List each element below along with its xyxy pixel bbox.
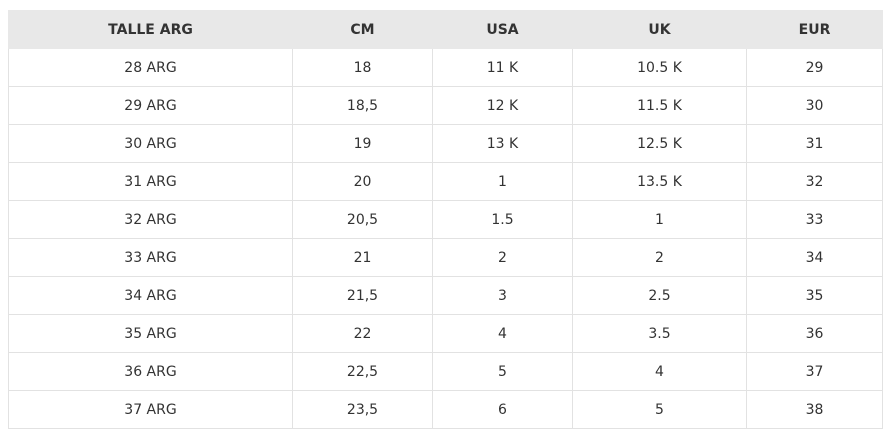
size-table: TALLE ARG CM USA UK EUR 28 ARG 18 11 K 10.5 K 29… xyxy=(8,10,883,429)
table-cell: 22 xyxy=(292,314,433,353)
table-row: 29 ARG 18,5 12 K 11.5 K 30 xyxy=(8,86,883,125)
table-cell: 2 xyxy=(572,238,747,277)
table-cell: 18,5 xyxy=(292,86,433,125)
table-cell: 1.5 xyxy=(432,200,573,239)
table-row: 32 ARG 20,5 1.5 1 33 xyxy=(8,200,883,239)
table-cell: 4 xyxy=(432,314,573,353)
table-cell: 13 K xyxy=(432,124,573,163)
table-cell: 2 xyxy=(432,238,573,277)
table-cell: 18 xyxy=(292,48,433,87)
table-cell: 32 ARG xyxy=(8,200,293,239)
table-cell: 36 xyxy=(746,314,883,353)
table-cell: 31 xyxy=(746,124,883,163)
table-row: 35 ARG 22 4 3.5 36 xyxy=(8,314,883,353)
table-row: 28 ARG 18 11 K 10.5 K 29 xyxy=(8,48,883,87)
table-cell: 35 ARG xyxy=(8,314,293,353)
table-cell: 23,5 xyxy=(292,390,433,429)
table-cell: 4 xyxy=(572,352,747,391)
table-row: 36 ARG 22,5 5 4 37 xyxy=(8,352,883,391)
table-cell: 38 xyxy=(746,390,883,429)
table-cell: 5 xyxy=(572,390,747,429)
table-cell: 3 xyxy=(432,276,573,315)
table-cell: 33 ARG xyxy=(8,238,293,277)
table-row: 34 ARG 21,5 3 2.5 35 xyxy=(8,276,883,315)
table-cell: 30 xyxy=(746,86,883,125)
table-body: 28 ARG 18 11 K 10.5 K 29 29 ARG 18,5 12 K 11.5 K… xyxy=(8,48,883,429)
table-cell: 6 xyxy=(432,390,573,429)
table-cell: 28 ARG xyxy=(8,48,293,87)
table-cell: 36 ARG xyxy=(8,352,293,391)
header-row: TALLE ARG CM USA UK EUR xyxy=(8,10,883,49)
table-cell: 3.5 xyxy=(572,314,747,353)
header-cell: CM xyxy=(292,10,433,49)
table-cell: 22,5 xyxy=(292,352,433,391)
table-cell: 29 ARG xyxy=(8,86,293,125)
table-header: TALLE ARG CM USA UK EUR xyxy=(8,10,883,49)
table-cell: 33 xyxy=(746,200,883,239)
table-cell: 35 xyxy=(746,276,883,315)
table-row: 30 ARG 19 13 K 12.5 K 31 xyxy=(8,124,883,163)
table-row: 37 ARG 23,5 6 5 38 xyxy=(8,390,883,429)
table-cell: 11.5 K xyxy=(572,86,747,125)
header-cell: TALLE ARG xyxy=(8,10,293,49)
table-cell: 2.5 xyxy=(572,276,747,315)
table-cell: 12 K xyxy=(432,86,573,125)
table-cell: 30 ARG xyxy=(8,124,293,163)
table-cell: 11 K xyxy=(432,48,573,87)
table-cell: 21 xyxy=(292,238,433,277)
table-cell: 20,5 xyxy=(292,200,433,239)
table-row: 31 ARG 20 1 13.5 K 32 xyxy=(8,162,883,201)
table-cell: 34 ARG xyxy=(8,276,293,315)
table-cell: 32 xyxy=(746,162,883,201)
table-cell: 37 ARG xyxy=(8,390,293,429)
table-cell: 21,5 xyxy=(292,276,433,315)
table-cell: 37 xyxy=(746,352,883,391)
header-cell: UK xyxy=(572,10,747,49)
header-cell: USA xyxy=(432,10,573,49)
table-cell: 1 xyxy=(432,162,573,201)
header-cell: EUR xyxy=(746,10,883,49)
table-cell: 29 xyxy=(746,48,883,87)
table-cell: 19 xyxy=(292,124,433,163)
table-cell: 13.5 K xyxy=(572,162,747,201)
table-cell: 1 xyxy=(572,200,747,239)
table-cell: 20 xyxy=(292,162,433,201)
table-row: 33 ARG 21 2 2 34 xyxy=(8,238,883,277)
table-cell: 34 xyxy=(746,238,883,277)
table-cell: 10.5 K xyxy=(572,48,747,87)
table-cell: 12.5 K xyxy=(572,124,747,163)
table-cell: 5 xyxy=(432,352,573,391)
table-cell: 31 ARG xyxy=(8,162,293,201)
